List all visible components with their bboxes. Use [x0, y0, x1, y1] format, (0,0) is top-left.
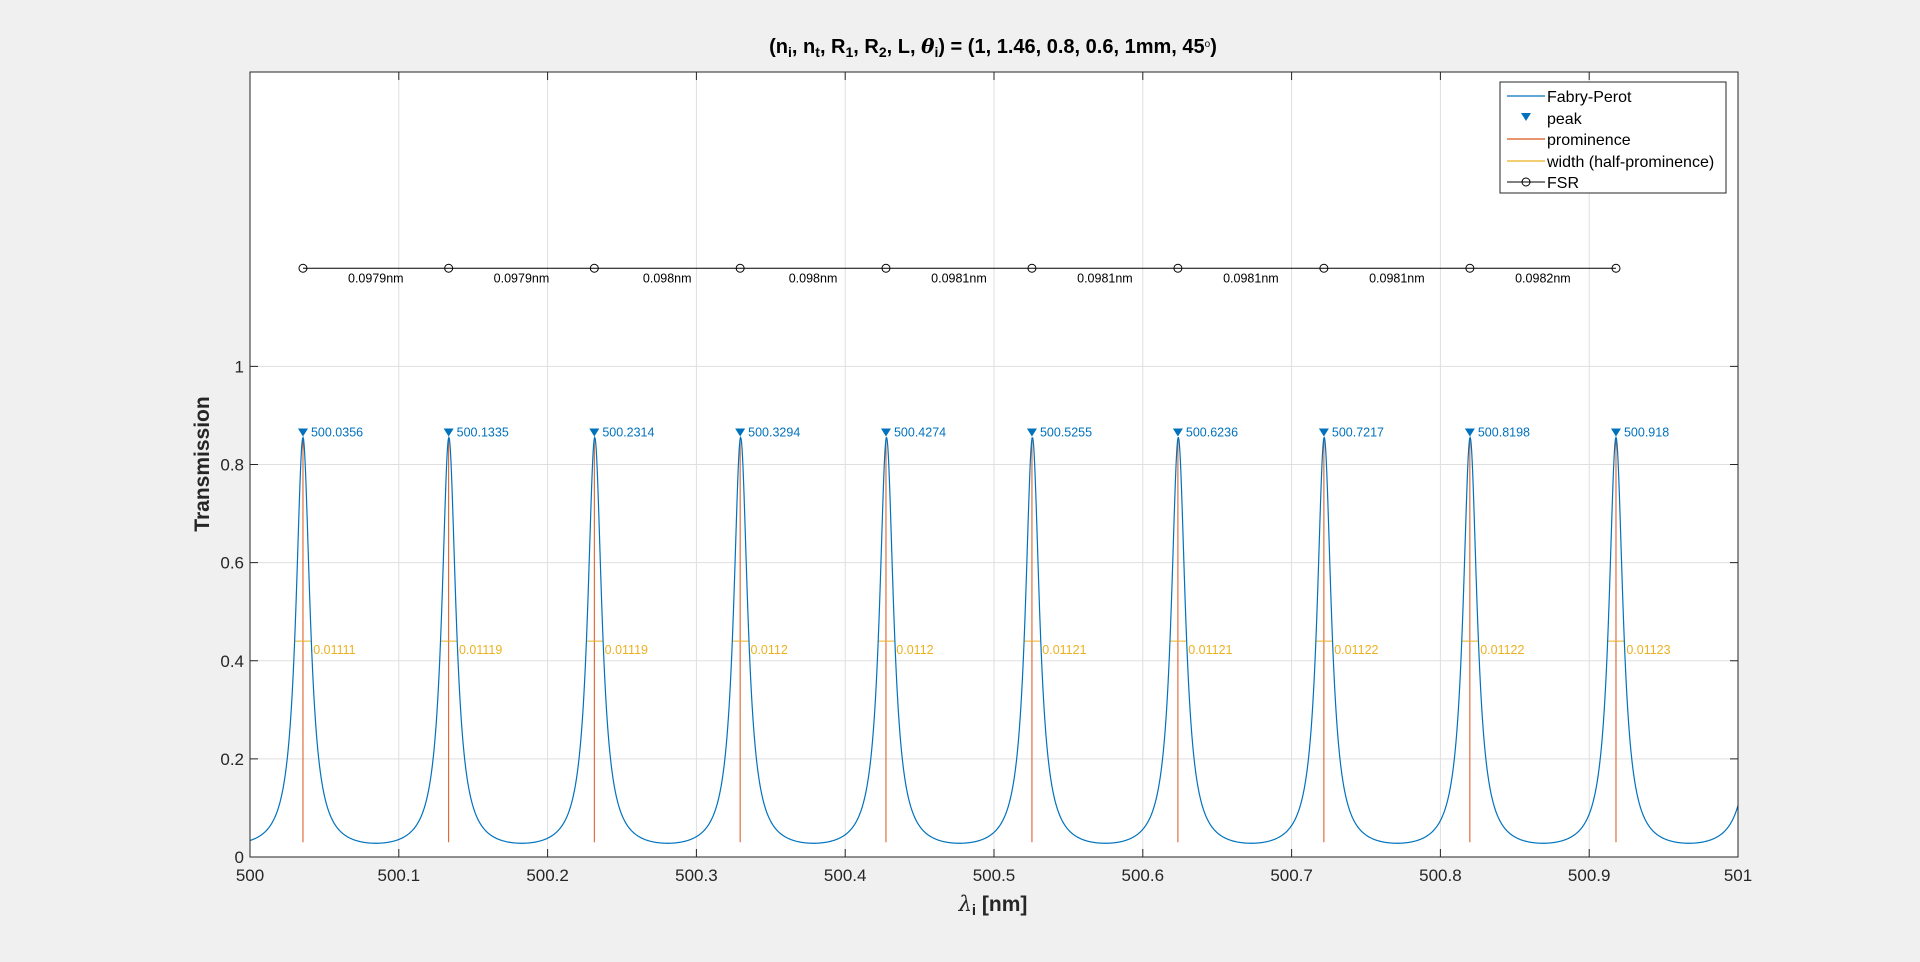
x-tick-label: 500 — [236, 866, 264, 885]
x-tick-label: 501 — [1724, 866, 1752, 885]
peak-label: 500.1335 — [457, 426, 509, 440]
peak-marker — [1464, 428, 1475, 437]
y-tick-label: 0.2 — [220, 750, 244, 769]
axis-ticks: 500 500.1 500.2 500.3 500.4 500.5 500.6 500.7 50… — [220, 72, 1752, 885]
x-tick-label: 500.5 — [973, 866, 1016, 885]
legend-item-fabry-perot: Fabry-Perot — [1507, 89, 1632, 106]
width-series: 0.01111 0.01119 0.01119 0.0112 0.0112 0.01121… — [294, 640, 1671, 657]
fsr-label: 0.0981nm — [931, 271, 987, 285]
x-tick-label: 500.1 — [378, 866, 421, 885]
y-tick-label: 0.6 — [220, 554, 244, 573]
width-label: 0.01121 — [1042, 643, 1086, 657]
fsr-marker — [1027, 263, 1037, 273]
x-tick-label: 500.9 — [1568, 866, 1611, 885]
peak-label: 500.3294 — [748, 426, 800, 440]
fsr-label: 0.0981nm — [1223, 271, 1279, 285]
peak-label: 500.6236 — [1186, 426, 1238, 440]
width-label: 0.01111 — [313, 643, 355, 657]
legend-label-width: width (half-prominence) — [1546, 154, 1714, 171]
fsr-marker — [1611, 263, 1621, 273]
grid — [250, 72, 1738, 857]
peak-marker — [1318, 428, 1329, 437]
peak-marker — [735, 428, 746, 437]
legend-label-peak: peak — [1547, 111, 1583, 128]
fsr-label: 0.0982nm — [1515, 271, 1571, 285]
legend-peak-marker — [1521, 113, 1531, 121]
x-tick-label: 500.6 — [1122, 866, 1165, 885]
y-tick-label: 0.8 — [220, 456, 244, 475]
peak-label: 500.8198 — [1478, 426, 1530, 440]
legend: Fabry-Perot peak prominence width (half-… — [1499, 81, 1727, 194]
chart-title: (ni, nt, R1, R2, L, θi) = (1, 1.46, 0.8,… — [769, 34, 1217, 60]
width-label: 0.0112 — [896, 643, 933, 657]
y-axis-label: Transmission — [191, 396, 214, 531]
legend-label-prominence: prominence — [1547, 132, 1631, 149]
fsr-marker — [1319, 263, 1329, 273]
legend-fsr-marker — [1521, 177, 1531, 187]
legend-label-fabry-perot: Fabry-Perot — [1547, 89, 1632, 106]
fsr-label: 0.0981nm — [1077, 271, 1133, 285]
fsr-marker — [735, 263, 745, 273]
fsr-marker — [589, 263, 599, 273]
fsr-label: 0.098nm — [789, 271, 838, 285]
peak-series: 500.0356 500.1335 500.2314 500.3294 500.4274… — [297, 426, 1669, 440]
fsr-label: 0.0979nm — [348, 271, 404, 285]
fsr-marker — [444, 263, 454, 273]
y-tick-label: 0.4 — [220, 652, 244, 671]
peak-marker — [297, 428, 308, 437]
fsr-marker — [881, 263, 891, 273]
fsr-marker — [1465, 263, 1475, 273]
peak-marker — [1026, 428, 1037, 437]
x-tick-label: 500.4 — [824, 866, 867, 885]
legend-label-fsr: FSR — [1547, 175, 1579, 192]
peak-label: 500.0356 — [311, 426, 363, 440]
peak-label: 500.5255 — [1040, 426, 1092, 440]
fsr-marker — [1173, 263, 1183, 273]
fsr-label: 0.098nm — [643, 271, 692, 285]
width-label: 0.01121 — [1188, 643, 1232, 657]
peak-marker — [1172, 428, 1183, 437]
legend-item-prominence: prominence — [1507, 132, 1631, 149]
peak-label: 500.7217 — [1332, 426, 1384, 440]
x-axis-label: λi [nm] — [958, 892, 1028, 919]
width-label: 0.01119 — [605, 643, 648, 657]
prominence-series — [302, 437, 1617, 843]
fsr-label: 0.0979nm — [494, 271, 550, 285]
x-tick-label: 500.7 — [1270, 866, 1313, 885]
peak-label: 500.2314 — [602, 426, 654, 440]
peak-label: 500.4274 — [894, 426, 946, 440]
peak-marker — [443, 428, 454, 437]
legend-item-peak: peak — [1521, 111, 1583, 128]
y-tick-label: 1 — [235, 357, 244, 376]
x-tick-label: 500.8 — [1419, 866, 1462, 885]
width-label: 0.01122 — [1480, 643, 1524, 657]
peak-marker — [880, 428, 891, 437]
fsr-marker — [298, 263, 308, 273]
fabry-perot-curve — [249, 435, 1739, 844]
width-label: 0.01123 — [1626, 643, 1670, 657]
fsr-series: 0.0979nm 0.0979nm 0.098nm 0.098nm 0.0981nm 0.… — [298, 263, 1621, 285]
width-label: 0.01122 — [1334, 643, 1378, 657]
legend-item-fsr: FSR — [1507, 175, 1579, 192]
peak-label: 500.918 — [1624, 426, 1669, 440]
x-tick-label: 500.3 — [675, 866, 718, 885]
peak-marker — [589, 428, 600, 437]
legend-box — [1499, 81, 1727, 194]
fsr-label: 0.0981nm — [1369, 271, 1425, 285]
peak-marker — [1610, 428, 1621, 437]
y-tick-label: 0 — [235, 848, 244, 867]
width-label: 0.0112 — [750, 643, 787, 657]
width-label: 0.01119 — [459, 643, 502, 657]
x-tick-label: 500.2 — [526, 866, 569, 885]
legend-item-width: width (half-prominence) — [1507, 154, 1714, 171]
